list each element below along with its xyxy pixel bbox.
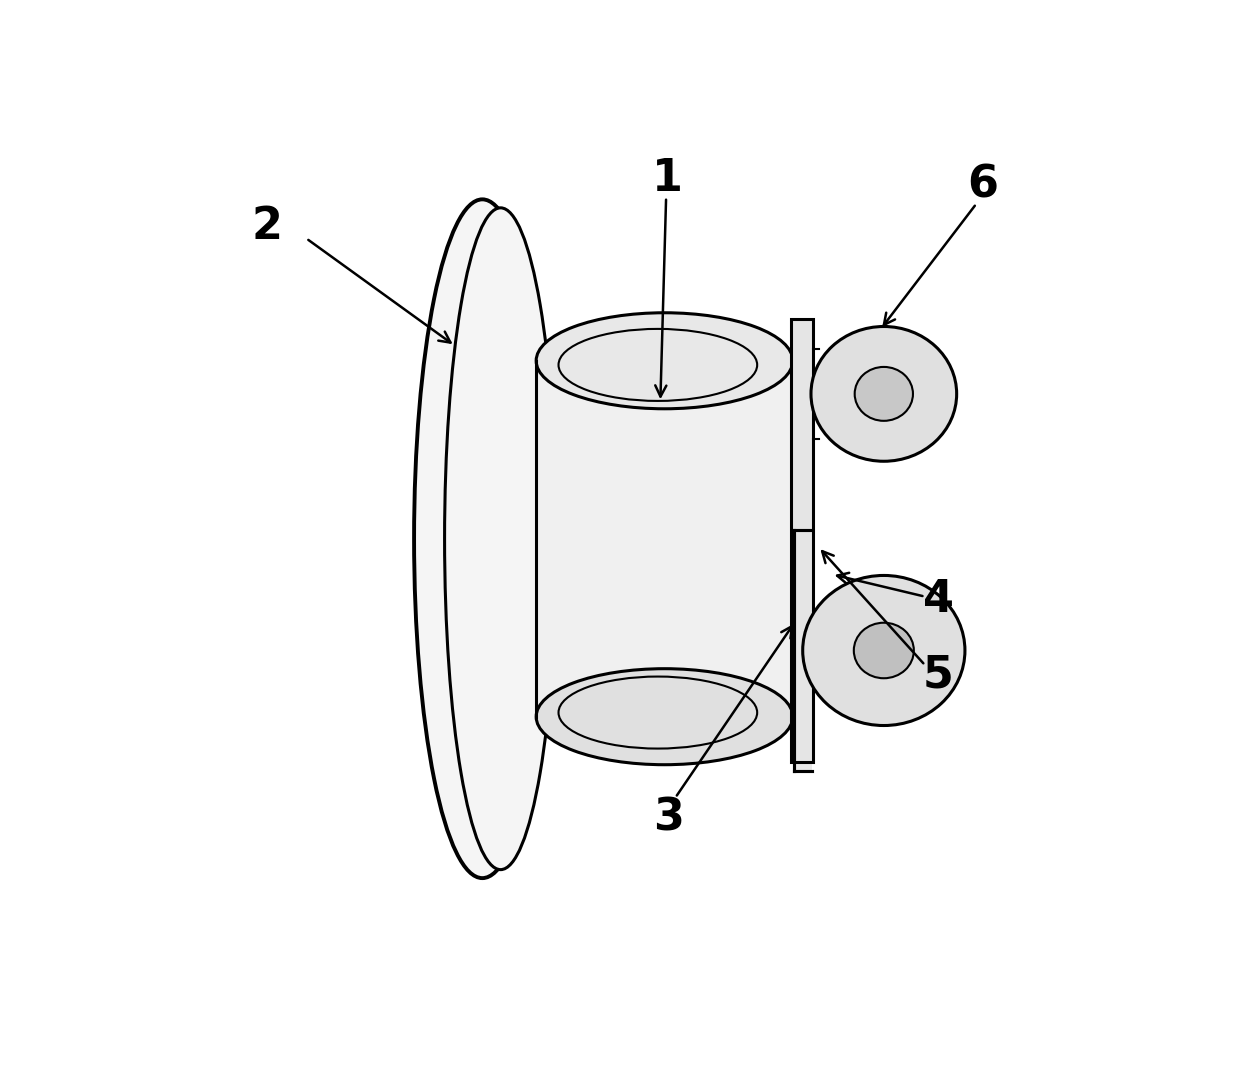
Ellipse shape [854,367,913,420]
Text: 4: 4 [923,577,954,620]
Text: 6: 6 [967,163,998,206]
Bar [536,361,792,717]
Ellipse shape [536,669,792,764]
Ellipse shape [445,207,557,870]
Text: 1: 1 [651,157,682,200]
Bar [795,530,812,772]
Text: 5: 5 [923,654,954,697]
Text: 2: 2 [252,205,283,248]
Ellipse shape [854,622,914,678]
Bar [791,319,813,762]
Text: 3: 3 [653,797,684,840]
Ellipse shape [414,199,551,878]
Ellipse shape [536,313,792,408]
Ellipse shape [811,327,957,461]
Ellipse shape [802,575,965,726]
